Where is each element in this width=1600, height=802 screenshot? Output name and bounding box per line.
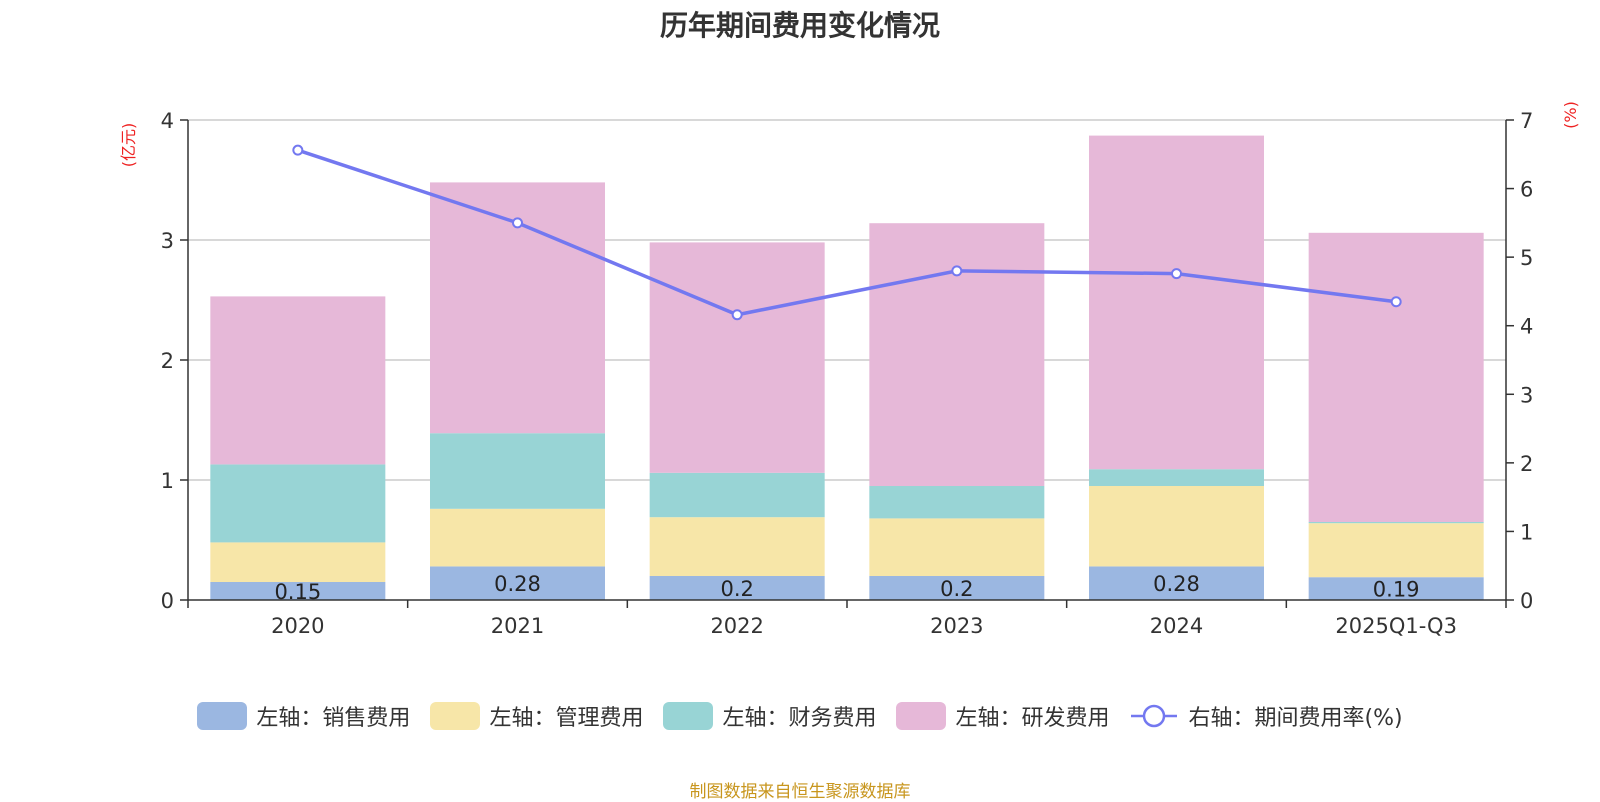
legend-swatch-finance — [663, 702, 714, 730]
bar-segment-s3-c5[interactable] — [1308, 232, 1484, 523]
bar-segment-s1-c1[interactable] — [430, 508, 605, 567]
x-axis-tick-label: 2025Q1-Q3 — [1335, 614, 1457, 638]
x-axis-tick-label: 2022 — [710, 614, 763, 638]
right-axis-tick-label: 2 — [1520, 452, 1533, 476]
bar-segment-s2-c1[interactable] — [430, 433, 605, 509]
bar-segment-s0-c4[interactable] — [1089, 566, 1264, 600]
right-axis-tick-label: 5 — [1520, 246, 1533, 270]
legend-item-sales[interactable]: 左轴：销售费用 — [197, 700, 410, 732]
bar-segment-s2-c3[interactable] — [869, 486, 1045, 519]
bar-data-label: 0.15 — [274, 580, 321, 604]
bar-segment-s3-c0[interactable] — [210, 296, 386, 465]
bar-data-label: 0.19 — [1373, 578, 1420, 602]
expense-ratio-point[interactable] — [1171, 268, 1182, 280]
legend-line-icon — [1131, 704, 1178, 728]
legend-label-sales: 左轴：销售费用 — [256, 706, 411, 731]
legend-item-rd[interactable]: 左轴：研发费用 — [896, 700, 1109, 732]
right-axis-tick-label: 7 — [1520, 109, 1533, 133]
bar-segment-s2-c0[interactable] — [210, 464, 386, 543]
left-axis-tick-label: 2 — [161, 349, 174, 373]
legend-label-admin: 左轴：管理费用 — [489, 706, 644, 731]
expense-ratio-point[interactable] — [731, 309, 743, 321]
left-axis-tick-label: 3 — [161, 229, 174, 253]
bar-segment-s0-c1[interactable] — [430, 566, 605, 600]
right-axis-tick-label: 3 — [1520, 383, 1533, 407]
grid-lines — [188, 119, 1506, 481]
legend-item-expense-ratio[interactable]: 右轴：期间费用率(%) — [1129, 700, 1403, 732]
right-axis-tick-label: 6 — [1520, 178, 1533, 202]
right-axis-unit: (%) — [1561, 101, 1580, 129]
bar-segment-s0-c3[interactable] — [869, 576, 1045, 600]
expense-ratio-point[interactable] — [1390, 296, 1402, 308]
bar-segment-s1-c2[interactable] — [649, 517, 825, 576]
bar-segment-s2-c5[interactable] — [1308, 522, 1484, 524]
legend-swatch-rd — [896, 702, 947, 730]
expense-ratio-point[interactable] — [292, 144, 304, 156]
legend-item-finance[interactable]: 左轴：财务费用 — [663, 700, 876, 732]
expense-ratio-point[interactable] — [951, 265, 963, 277]
bar-segment-s2-c4[interactable] — [1089, 469, 1264, 486]
bar-segment-s3-c3[interactable] — [869, 223, 1045, 486]
right-axis-tick-label: 0 — [1520, 589, 1533, 613]
bar-segment-s3-c4[interactable] — [1089, 135, 1264, 470]
bar-data-label: 0.28 — [494, 572, 541, 596]
x-axis-tick-label: 2020 — [271, 614, 324, 638]
x-axis-tick-label: 2023 — [930, 614, 983, 638]
x-axis-tick-label: 2024 — [1150, 614, 1203, 638]
expense-ratio-line — [297, 148, 1397, 317]
chart-title: 历年期间费用变化情况 — [659, 9, 940, 42]
bar-segment-s1-c0[interactable] — [210, 542, 386, 582]
left-axis-tick-label: 4 — [161, 109, 174, 133]
legend-label-finance: 左轴：财务费用 — [722, 706, 877, 731]
bar-segment-s0-c0[interactable] — [210, 582, 386, 600]
bar-series — [210, 135, 1484, 600]
legend-label-rd: 左轴：研发费用 — [955, 706, 1110, 731]
bar-segment-s1-c3[interactable] — [869, 518, 1045, 576]
left-axis-tick-label: 0 — [161, 589, 174, 613]
left-axis-tick-label: 1 — [161, 469, 174, 493]
right-axis-tick-label: 4 — [1520, 315, 1533, 339]
bar-segment-s0-c5[interactable] — [1308, 577, 1484, 600]
legend: 左轴：销售费用 左轴：管理费用 左轴：财务费用 左轴：研发费用 右轴：期间费用率… — [0, 700, 1600, 732]
legend-label-expense-ratio: 右轴：期间费用率(%) — [1188, 706, 1403, 731]
bar-segment-s1-c4[interactable] — [1089, 486, 1264, 567]
bar-data-label: 0.2 — [720, 577, 753, 601]
legend-swatch-sales — [197, 702, 248, 730]
bar-segment-s1-c5[interactable] — [1308, 523, 1484, 578]
left-axis-unit: (亿元) — [119, 123, 138, 168]
source-note: 制图数据来自恒生聚源数据库 — [689, 782, 911, 802]
legend-swatch-admin — [430, 702, 481, 730]
x-axis-tick-label: 2021 — [491, 614, 544, 638]
bar-segment-s0-c2[interactable] — [649, 576, 825, 600]
right-axis-tick-label: 1 — [1520, 520, 1533, 544]
axes: 0 1 2 3 4 0 1 2 3 4 5 6 7 2020 2021 2022 2023 2024 2025Q1-… — [119, 101, 1580, 638]
bar-segment-s2-c2[interactable] — [649, 472, 825, 518]
expense-ratio-point[interactable] — [512, 217, 523, 229]
bar-data-label: 0.2 — [940, 577, 973, 601]
bar-segment-s3-c2[interactable] — [649, 242, 825, 473]
data-labels: 0.15 0.28 0.2 0.2 0.28 0.19 — [274, 572, 1419, 604]
bar-data-label: 0.28 — [1153, 572, 1200, 596]
line-series — [292, 144, 1402, 321]
legend-item-admin[interactable]: 左轴：管理费用 — [430, 700, 643, 732]
